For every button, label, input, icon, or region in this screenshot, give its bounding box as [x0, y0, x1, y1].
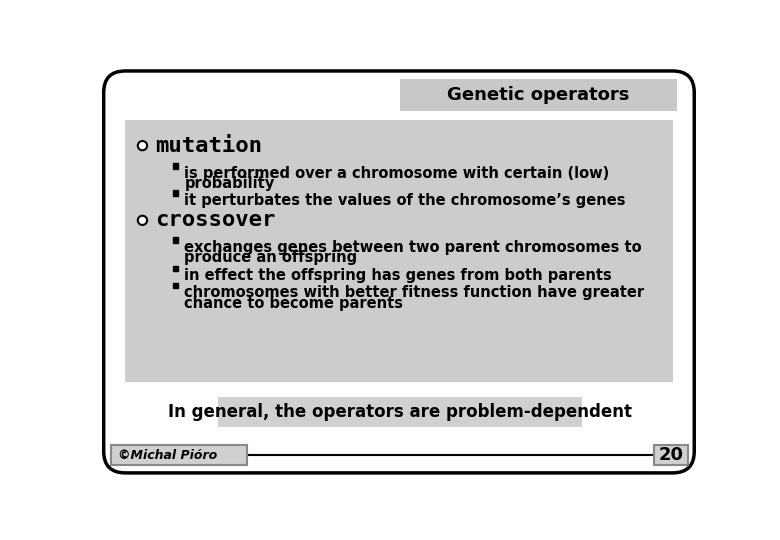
- Text: produce an offspring: produce an offspring: [184, 251, 357, 265]
- Text: it perturbates the values of the chromosome’s genes: it perturbates the values of the chromos…: [184, 193, 626, 207]
- Text: mutation: mutation: [155, 136, 262, 156]
- Text: crossover: crossover: [155, 211, 275, 231]
- Text: exchanges genes between two parent chromosomes to: exchanges genes between two parent chrom…: [184, 240, 642, 254]
- Text: probability: probability: [184, 177, 275, 192]
- Text: ©Michal Pióro: ©Michal Pióro: [118, 449, 217, 462]
- Text: in effect the offspring has genes from both parents: in effect the offspring has genes from b…: [184, 268, 612, 283]
- Bar: [172, 190, 178, 195]
- Text: 20: 20: [658, 446, 683, 464]
- Circle shape: [138, 141, 147, 150]
- Text: In general, the operators are problem-dependent: In general, the operators are problem-de…: [168, 403, 632, 421]
- Bar: [172, 237, 178, 242]
- Text: is performed over a chromosome with certain (low): is performed over a chromosome with cert…: [184, 166, 609, 181]
- FancyBboxPatch shape: [218, 397, 582, 427]
- FancyBboxPatch shape: [125, 120, 673, 382]
- Bar: [172, 164, 178, 168]
- Circle shape: [138, 215, 147, 225]
- FancyBboxPatch shape: [104, 71, 694, 473]
- Text: Genetic operators: Genetic operators: [447, 86, 629, 104]
- Bar: [172, 266, 178, 271]
- Bar: [172, 283, 178, 288]
- FancyBboxPatch shape: [399, 79, 677, 111]
- FancyBboxPatch shape: [112, 445, 247, 465]
- Text: chromosomes with better fitness function have greater: chromosomes with better fitness function…: [184, 285, 644, 300]
- Text: chance to become parents: chance to become parents: [184, 296, 403, 311]
- FancyBboxPatch shape: [654, 445, 688, 465]
